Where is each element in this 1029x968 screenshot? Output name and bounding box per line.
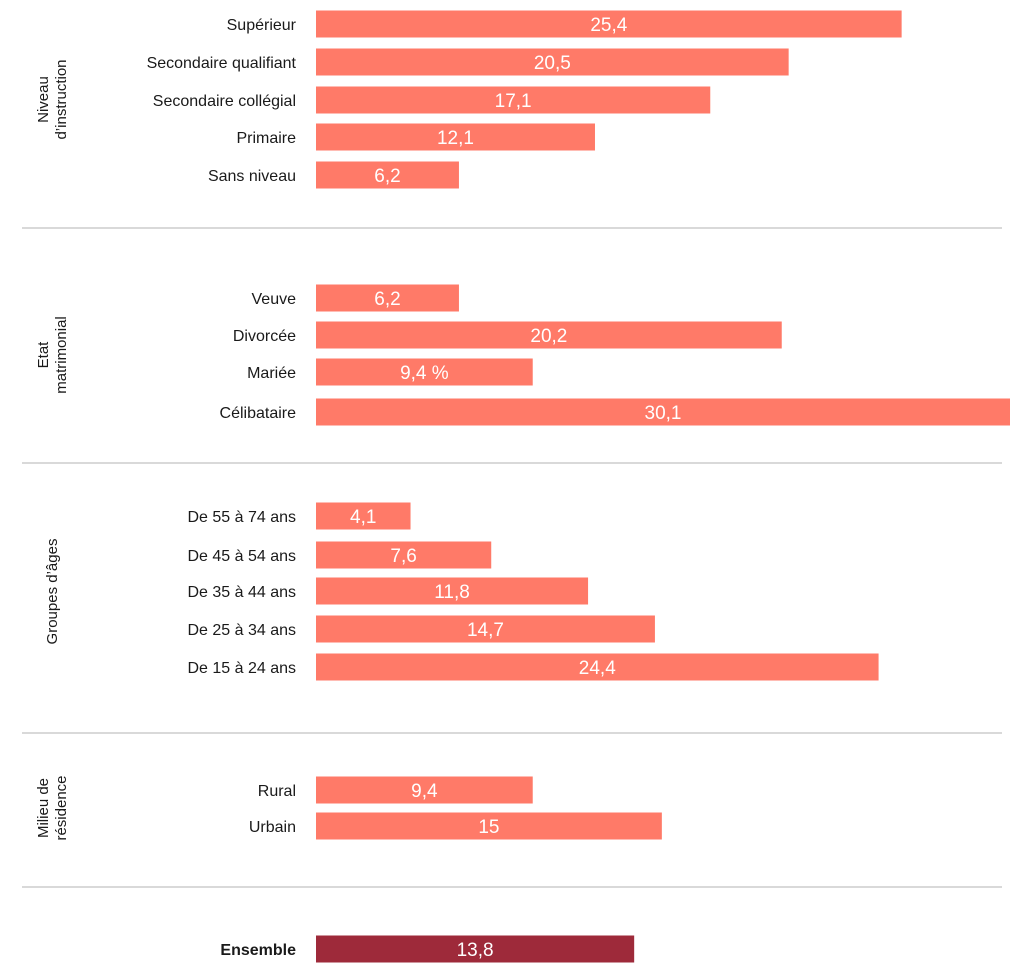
data-label: 9,4 % [400,363,449,384]
category-label: De 15 à 24 ans [187,660,296,677]
category-label: Supérieur [227,17,297,34]
category-label: Ensemble [220,942,296,959]
category-label: Rural [258,783,296,800]
data-label: 20,2 [530,326,567,347]
group-label: d’instruction [53,59,70,139]
bar [316,48,789,76]
data-label: 17,1 [495,91,532,112]
category-label: Secondaire qualifiant [147,55,297,72]
data-label: 30,1 [645,403,682,424]
bar [316,541,492,569]
bar [316,776,533,804]
category-label: Divorcée [233,328,296,345]
data-label: 6,2 [374,166,400,187]
bar [316,653,879,681]
group-label: résidence [53,775,70,840]
bar [316,615,655,643]
category-label: Secondaire collégial [153,93,296,110]
bar [316,123,595,151]
bar [316,321,782,349]
data-label: 24,4 [579,658,616,679]
category-label: De 55 à 74 ans [187,509,296,526]
bar [316,161,459,189]
bar [316,935,635,963]
data-label: 12,1 [437,128,474,149]
bar [316,812,662,840]
group-label: Etat [35,341,52,369]
data-label: 11,8 [434,582,470,603]
data-label: 25,4 [590,15,627,36]
category-label: Primaire [236,130,296,147]
category-label: Urbain [249,819,296,836]
category-label: Célibataire [220,405,297,422]
bar [316,398,1010,426]
data-label: 4,1 [350,507,376,528]
data-label: 6,2 [374,289,400,310]
category-label: Mariée [247,365,296,382]
data-label: 9,4 [411,781,438,802]
data-label: 7,6 [390,546,416,567]
category-label: De 35 à 44 ans [187,584,296,601]
category-label: Sans niveau [208,168,296,185]
bar [316,577,589,605]
group-label: Groupes d’âges [44,539,61,645]
group-label: Niveau [35,76,52,123]
data-label: 15 [478,817,499,838]
bar [316,358,533,386]
bar [316,10,902,38]
group-label: Milieu de [35,778,52,838]
group-label: matrimonial [53,316,70,394]
category-label: Veuve [252,291,297,308]
category-label: De 25 à 34 ans [187,622,296,639]
bar [316,86,711,114]
category-label: De 45 à 54 ans [187,548,296,565]
data-label: 13,8 [457,940,494,961]
data-label: 20,5 [534,53,571,74]
bar [316,502,411,530]
bar [316,284,459,312]
data-label: 14,7 [467,620,504,641]
